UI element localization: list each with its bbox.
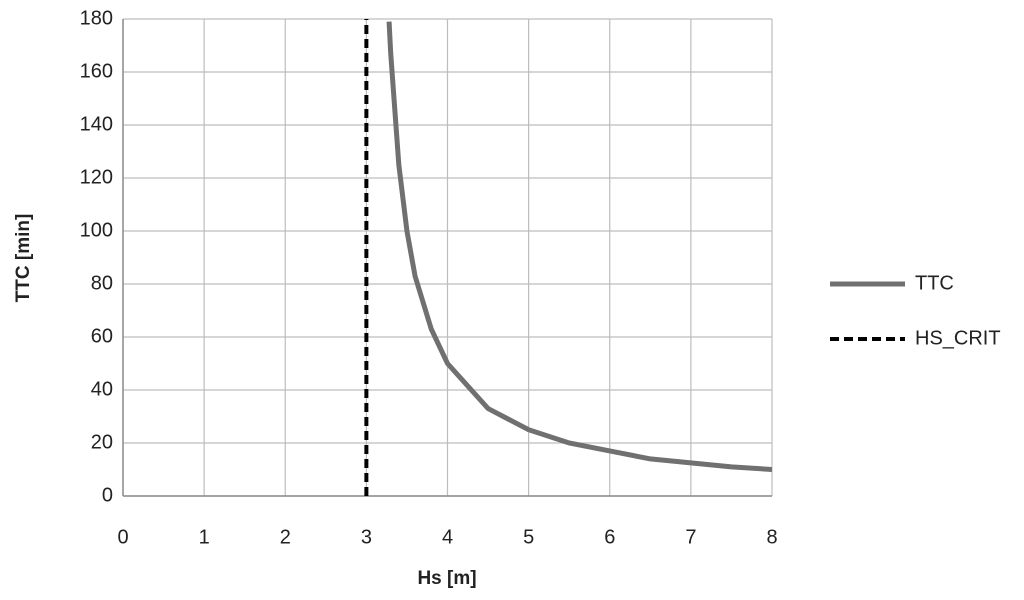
series-line bbox=[386, 21, 772, 472]
y-tick-label: 60 bbox=[91, 325, 113, 347]
x-tick-label: 7 bbox=[685, 526, 696, 548]
x-tick-label: 2 bbox=[280, 526, 291, 548]
y-tick-label: 180 bbox=[80, 7, 113, 29]
x-tick-label: 3 bbox=[361, 526, 372, 548]
y-tick-label: 140 bbox=[80, 113, 113, 135]
x-tick-label: 0 bbox=[117, 526, 128, 548]
y-tick-label: 100 bbox=[80, 219, 113, 241]
x-tick-label: 6 bbox=[604, 526, 615, 548]
x-tick-label: 1 bbox=[199, 526, 210, 548]
y-tick-label: 40 bbox=[91, 378, 113, 400]
y-tick-label: 0 bbox=[102, 484, 113, 506]
y-tick-label: 20 bbox=[91, 431, 113, 453]
y-tick-label: 120 bbox=[80, 166, 113, 188]
x-axis-title: Hs [m] bbox=[417, 568, 476, 589]
y-tick-label: 160 bbox=[80, 60, 113, 82]
x-tick-label: 4 bbox=[442, 526, 453, 548]
y-axis-title: TTC [min] bbox=[13, 214, 34, 303]
x-tick-label: 8 bbox=[766, 526, 777, 548]
y-tick-label: 80 bbox=[91, 272, 113, 294]
legend-label: HS_CRIT bbox=[915, 327, 1001, 349]
x-tick-label: 5 bbox=[523, 526, 534, 548]
legend-label: TTC bbox=[915, 272, 954, 294]
